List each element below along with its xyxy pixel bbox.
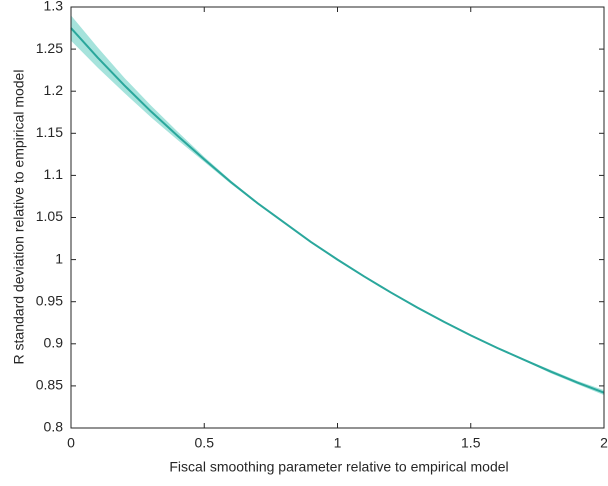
y-tick-label: 1.15	[36, 124, 63, 140]
y-tick-label: 1.3	[44, 0, 64, 14]
x-tick-label: 2	[600, 435, 608, 451]
y-tick-label: 0.95	[36, 292, 63, 308]
y-tick-label: 1.25	[36, 40, 63, 56]
y-tick-label: 0.9	[44, 335, 64, 351]
x-tick-label: 0	[67, 435, 75, 451]
y-tick-label: 1.2	[44, 82, 64, 98]
y-tick-label: 0.85	[36, 377, 63, 393]
confidence-band	[71, 15, 604, 396]
y-tick-label: 1.1	[44, 166, 64, 182]
x-axis-label: Fiscal smoothing parameter relative to e…	[169, 459, 508, 475]
axes-box	[70, 6, 605, 429]
x-tick-label: 1	[334, 435, 342, 451]
y-tick-label: 0.8	[44, 419, 64, 435]
y-axis-label: R standard deviation relative to empiric…	[11, 70, 27, 365]
line	[70, 27, 605, 394]
x-tick-label: 0.5	[195, 435, 215, 451]
y-tick-label: 1	[55, 250, 63, 266]
x-tick-label: 1.5	[461, 435, 481, 451]
y-tick-label: 1.05	[36, 208, 63, 224]
